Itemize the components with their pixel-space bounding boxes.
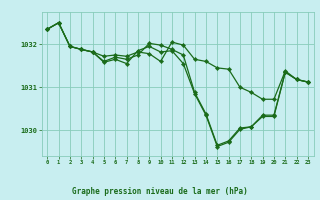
Text: Graphe pression niveau de la mer (hPa): Graphe pression niveau de la mer (hPa)	[72, 187, 248, 196]
